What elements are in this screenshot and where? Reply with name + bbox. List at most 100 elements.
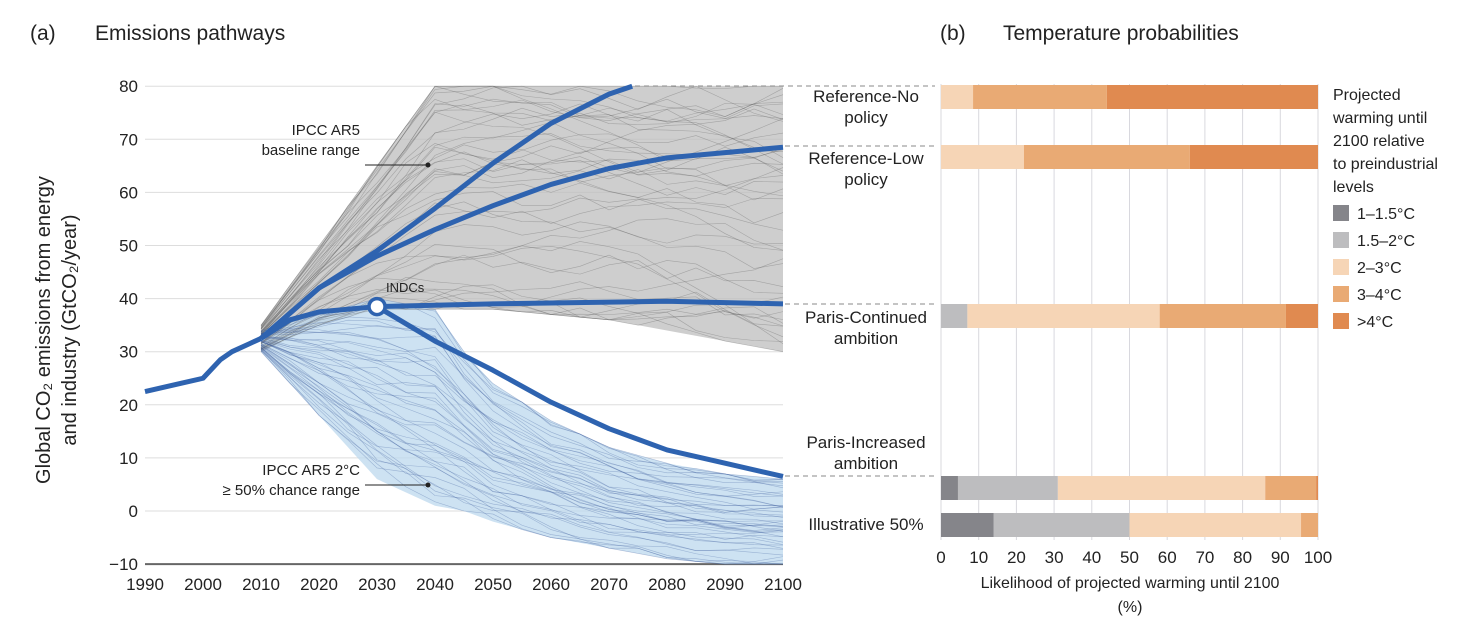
scenario-line bbox=[260, 347, 784, 536]
scenario-line bbox=[260, 159, 784, 335]
legend-label: 3–4°C bbox=[1357, 287, 1402, 304]
scenario-line bbox=[260, 347, 783, 565]
emissions-pathways-panel: (a) Emissions pathways Global CO₂ emissi… bbox=[30, 22, 802, 594]
scenario-line bbox=[260, 85, 784, 327]
scenario-line bbox=[260, 298, 784, 482]
two-degree-leader-dot bbox=[425, 482, 431, 488]
scenario-line bbox=[260, 337, 784, 516]
bar-segment bbox=[1159, 304, 1286, 328]
category-label: Paris-Increased bbox=[806, 433, 925, 452]
x-tick-label: 40 bbox=[1082, 548, 1101, 567]
two-degree-annotation-line1: IPCC AR5 2°C bbox=[262, 462, 360, 479]
legend-swatch bbox=[1333, 259, 1349, 275]
scenario-line bbox=[260, 291, 784, 351]
scenario-line bbox=[260, 337, 784, 487]
bar-segment bbox=[1301, 513, 1318, 537]
scenario-line bbox=[260, 182, 784, 333]
scenario-line bbox=[260, 339, 784, 507]
x-tick-label: 100 bbox=[1304, 548, 1332, 567]
x-tick-label: 2020 bbox=[300, 575, 338, 594]
scenario-line bbox=[260, 336, 784, 517]
x-tick-label: 0 bbox=[936, 548, 945, 567]
bar-segment bbox=[1106, 85, 1318, 109]
reference-low-policy-line bbox=[259, 144, 784, 341]
scenario-line bbox=[260, 332, 784, 481]
legend-label: 1–1.5°C bbox=[1357, 206, 1415, 223]
legend-swatch bbox=[1333, 232, 1349, 248]
legend-swatch bbox=[1333, 205, 1349, 221]
x-axis-label: Likelihood of projected warming until 21… bbox=[981, 575, 1280, 592]
scenario-line bbox=[260, 85, 784, 332]
scenario-line bbox=[260, 339, 784, 518]
y-tick-label: 80 bbox=[119, 77, 138, 96]
scenario-line bbox=[260, 118, 784, 330]
bar-segment bbox=[1057, 476, 1266, 500]
x-tick-label: 2080 bbox=[648, 575, 686, 594]
x-tick-label: 2000 bbox=[184, 575, 222, 594]
scenario-line bbox=[260, 88, 784, 326]
scenario-line bbox=[260, 245, 784, 344]
scenario-line bbox=[260, 221, 784, 348]
x-axis-unit: (%) bbox=[1118, 599, 1143, 616]
y-tick-label: 50 bbox=[119, 237, 138, 256]
x-tick-label: 50 bbox=[1120, 548, 1139, 567]
scenario-line bbox=[260, 350, 784, 551]
y-tick-label: 60 bbox=[119, 183, 138, 202]
y-axis-label-line2: and industry (GtCO₂/year) bbox=[59, 214, 81, 445]
baseline-leader-dot bbox=[425, 162, 431, 168]
scenario-line bbox=[260, 337, 784, 497]
scenario-line bbox=[260, 330, 784, 513]
legend-title: levels bbox=[1333, 179, 1374, 196]
category-label: ambition bbox=[834, 329, 898, 348]
category-label: Illustrative 50% bbox=[808, 515, 923, 534]
scenario-line bbox=[260, 108, 784, 338]
scenario-line bbox=[260, 254, 784, 344]
scenario-line bbox=[260, 337, 784, 495]
scenario-line bbox=[260, 104, 784, 334]
scenario-line bbox=[260, 289, 784, 345]
scenario-line bbox=[260, 347, 784, 556]
scenario-line bbox=[260, 218, 784, 345]
scenario-line bbox=[260, 284, 784, 352]
panel-a-title: Emissions pathways bbox=[95, 22, 285, 45]
category-label: ambition bbox=[834, 454, 898, 473]
scenario-line bbox=[260, 241, 784, 347]
scenario-line bbox=[260, 103, 784, 333]
bar-segment bbox=[957, 476, 1058, 500]
x-tick-label: 2050 bbox=[474, 575, 512, 594]
scenario-line bbox=[260, 348, 784, 532]
indcs-label: INDCs bbox=[386, 280, 425, 295]
scenario-line bbox=[260, 198, 784, 344]
scenario-line bbox=[260, 341, 784, 510]
scenario-line bbox=[260, 345, 784, 549]
x-tick-label: 90 bbox=[1271, 548, 1290, 567]
scenario-line bbox=[260, 168, 784, 333]
legend-title: to preindustrial bbox=[1333, 156, 1438, 173]
bar-segment bbox=[1265, 476, 1317, 500]
scenario-line bbox=[260, 322, 784, 508]
category-label: Paris-Continued bbox=[805, 308, 927, 327]
bar-segment bbox=[941, 476, 958, 500]
x-tick-label: 2060 bbox=[532, 575, 570, 594]
bar-segment bbox=[941, 304, 968, 328]
y-tick-label: 40 bbox=[119, 290, 138, 309]
x-tick-label: 70 bbox=[1195, 548, 1214, 567]
scenario-line bbox=[260, 340, 784, 543]
baseline-annotation-line1: IPCC AR5 bbox=[292, 122, 360, 139]
scenario-line bbox=[260, 149, 784, 333]
scenario-line bbox=[260, 121, 784, 335]
scenario-line bbox=[260, 319, 784, 480]
scenario-line bbox=[260, 244, 784, 347]
bar-segment bbox=[941, 85, 974, 109]
scenario-line bbox=[260, 349, 784, 540]
historical-line bbox=[144, 336, 263, 394]
scenario-line bbox=[260, 345, 784, 522]
scenario-line bbox=[260, 132, 784, 335]
scenario-line bbox=[260, 341, 784, 538]
scenario-line bbox=[260, 303, 784, 484]
scenario-line bbox=[260, 304, 784, 350]
legend-label: 1.5–2°C bbox=[1357, 233, 1415, 250]
scenario-line bbox=[260, 339, 784, 529]
legend-title: Projected bbox=[1333, 87, 1401, 104]
